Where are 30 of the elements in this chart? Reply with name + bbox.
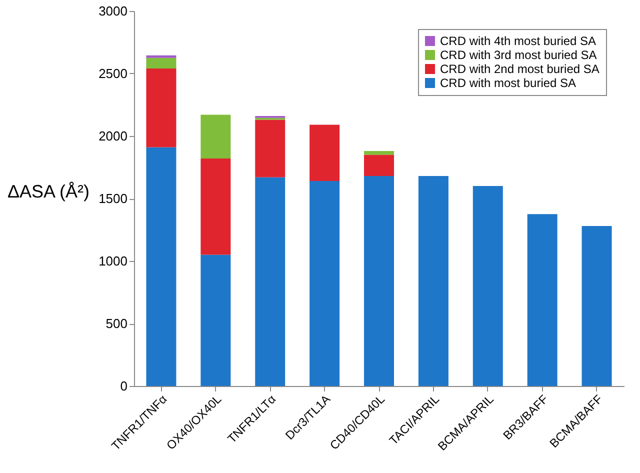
y-axis-title: ΔASA (Å²) bbox=[7, 182, 90, 202]
bar bbox=[527, 214, 558, 386]
bar bbox=[310, 181, 340, 386]
y-tick-label: 3000 bbox=[98, 4, 128, 18]
bar bbox=[418, 176, 448, 386]
bar bbox=[364, 176, 394, 386]
y-tick-label: 1000 bbox=[98, 254, 128, 268]
bar bbox=[146, 58, 176, 68]
bar bbox=[582, 226, 612, 386]
legend-label: CRD with most buried SA bbox=[440, 76, 576, 90]
bar bbox=[200, 254, 231, 386]
y-tick-label: 2000 bbox=[98, 128, 128, 144]
bar bbox=[310, 124, 340, 181]
y-tick-label: 2500 bbox=[98, 66, 128, 81]
bar bbox=[364, 154, 394, 176]
legend-label: CRD with 2nd most buried SA bbox=[440, 62, 600, 76]
legend-label: CRD with 4th most buried SA bbox=[440, 34, 596, 48]
y-tick-label: 1500 bbox=[98, 191, 128, 206]
bar bbox=[472, 186, 503, 386]
bar bbox=[364, 151, 394, 155]
bar bbox=[146, 68, 176, 148]
bar bbox=[146, 147, 176, 386]
bar bbox=[255, 177, 286, 386]
legend-label: CRD with 3rd most buried SA bbox=[440, 48, 597, 62]
y-tick-label: 500 bbox=[106, 316, 128, 331]
bar bbox=[146, 55, 176, 58]
bar bbox=[200, 114, 231, 158]
bar bbox=[255, 120, 286, 178]
bar bbox=[200, 158, 231, 255]
y-tick-label: 0 bbox=[120, 378, 128, 394]
